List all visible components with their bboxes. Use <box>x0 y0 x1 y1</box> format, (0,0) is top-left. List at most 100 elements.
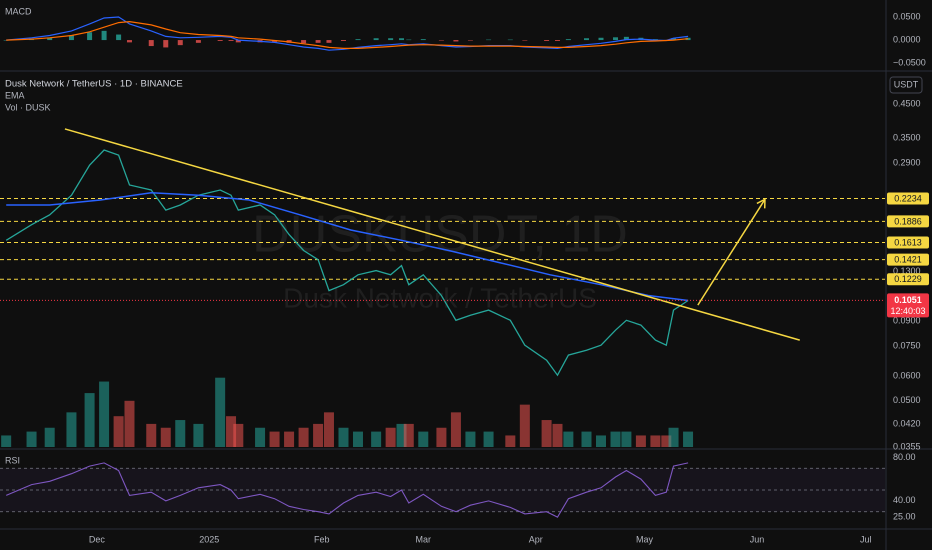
volume-bar <box>99 381 110 447</box>
volume-bar <box>226 416 237 447</box>
macd-tick-label: −0.0500 <box>893 57 926 67</box>
volume-bar <box>323 412 334 447</box>
y-tick-label: 0.1300 <box>893 266 921 276</box>
x-tick-label: May <box>636 534 654 544</box>
volume-bar <box>284 431 295 447</box>
y-tick-label: 0.0600 <box>893 370 921 380</box>
macd-histogram-bar <box>126 40 132 43</box>
macd-histogram-bar <box>68 35 74 41</box>
macd-histogram-bar <box>373 38 379 41</box>
macd-histogram-bar <box>163 40 169 48</box>
level-label: 0.1229 <box>894 274 922 284</box>
volume-bar <box>313 423 324 447</box>
y-tick-label: 0.4500 <box>893 98 921 108</box>
rsi-title: RSI <box>5 455 20 465</box>
macd-histogram-bar <box>623 36 629 41</box>
volume-bar <box>146 423 157 447</box>
macd-histogram-bar <box>195 40 201 43</box>
macd-histogram-bar <box>522 40 528 41</box>
macd-histogram-bar <box>554 40 560 41</box>
volume-bar <box>563 431 574 447</box>
volume-bar <box>450 412 461 447</box>
macd-histogram-bar <box>486 39 492 41</box>
level-label: 0.1886 <box>894 216 922 226</box>
countdown: 12:40:03 <box>890 306 925 316</box>
macd-histogram-bar <box>544 40 550 41</box>
volume-bar <box>66 412 77 447</box>
volume-bar <box>418 431 429 447</box>
macd-histogram-bar <box>420 39 426 41</box>
volume-bar <box>519 404 530 447</box>
volume-bar <box>298 427 309 447</box>
x-tick-label: Jun <box>750 534 765 544</box>
y-tick-label: 0.0500 <box>893 395 921 405</box>
volume-bar <box>215 377 226 447</box>
volume-bar <box>581 431 592 447</box>
volume-bar <box>661 435 672 447</box>
x-tick-label: Apr <box>529 534 543 544</box>
watermark: DUSKUSDT, 1D <box>252 206 628 264</box>
macd-histogram-bar <box>388 38 394 41</box>
volume-bar <box>44 427 55 447</box>
x-tick-label: Jul <box>860 534 872 544</box>
volume-bar <box>483 431 494 447</box>
indicator-label: EMA <box>5 90 25 100</box>
level-label-box <box>887 215 929 228</box>
macd-histogram-bar <box>355 39 361 41</box>
macd-histogram-bar <box>47 37 53 41</box>
rsi-line <box>5 462 689 518</box>
watermark: Dusk Network / TetherUS <box>283 282 597 313</box>
macd-histogram-bar <box>507 39 513 41</box>
volume-bar <box>160 427 171 447</box>
macd-histogram-bar <box>671 38 677 41</box>
macd-histogram-bar <box>217 40 223 41</box>
volume-bar <box>541 420 552 447</box>
volume-bar <box>621 431 632 447</box>
macd-histogram-bar <box>301 40 307 44</box>
rsi-band <box>0 468 885 512</box>
volume-bar <box>385 427 396 447</box>
macd-histogram-bar <box>340 40 346 41</box>
macd-histogram-bar <box>148 40 154 47</box>
macd-histogram-bar <box>399 38 405 41</box>
macd-histogram-bar <box>438 40 444 41</box>
currency-box <box>889 76 923 94</box>
volume-bar <box>635 435 646 447</box>
macd-histogram-bar <box>406 39 412 41</box>
volume-bar <box>371 431 382 447</box>
x-tick-label: 2025 <box>199 534 219 544</box>
macd-histogram-bar <box>177 40 183 46</box>
volume-bar <box>683 431 694 447</box>
indicator-label: Vol · DUSK <box>5 102 51 112</box>
arrow-head <box>756 198 766 209</box>
macd-histogram-bar <box>467 40 473 41</box>
level-label-box <box>887 192 929 205</box>
arrow <box>697 198 766 306</box>
macd-histogram-bar <box>613 37 619 41</box>
macd-histogram-bar <box>326 40 332 43</box>
rsi-tick-label: 25.00 <box>893 512 916 522</box>
level-label-box <box>887 253 929 266</box>
y-tick-label: 0.0420 <box>893 419 921 429</box>
macd-histogram-bar <box>228 40 234 41</box>
macd-line <box>6 16 689 51</box>
rsi-tick-label: 80.00 <box>893 452 916 462</box>
volume-bar <box>269 431 280 447</box>
volume-bar <box>84 393 95 447</box>
last-price-label: 0.1051 <box>894 295 922 305</box>
y-tick-label: 0.0750 <box>893 340 921 350</box>
volume-bar <box>1 435 12 447</box>
macd-histogram-bar <box>3 40 9 41</box>
chart-title: Dusk Network / TetherUS · 1D · BINANCE <box>5 79 183 90</box>
volume-bar <box>352 431 363 447</box>
volume-bar <box>396 423 407 447</box>
macd-histogram-bar <box>583 38 589 41</box>
volume-bar <box>436 427 447 447</box>
trendline <box>64 128 800 341</box>
volume-bar <box>193 423 204 447</box>
y-tick-label: 0.0900 <box>893 316 921 326</box>
volume-bar <box>552 423 563 447</box>
